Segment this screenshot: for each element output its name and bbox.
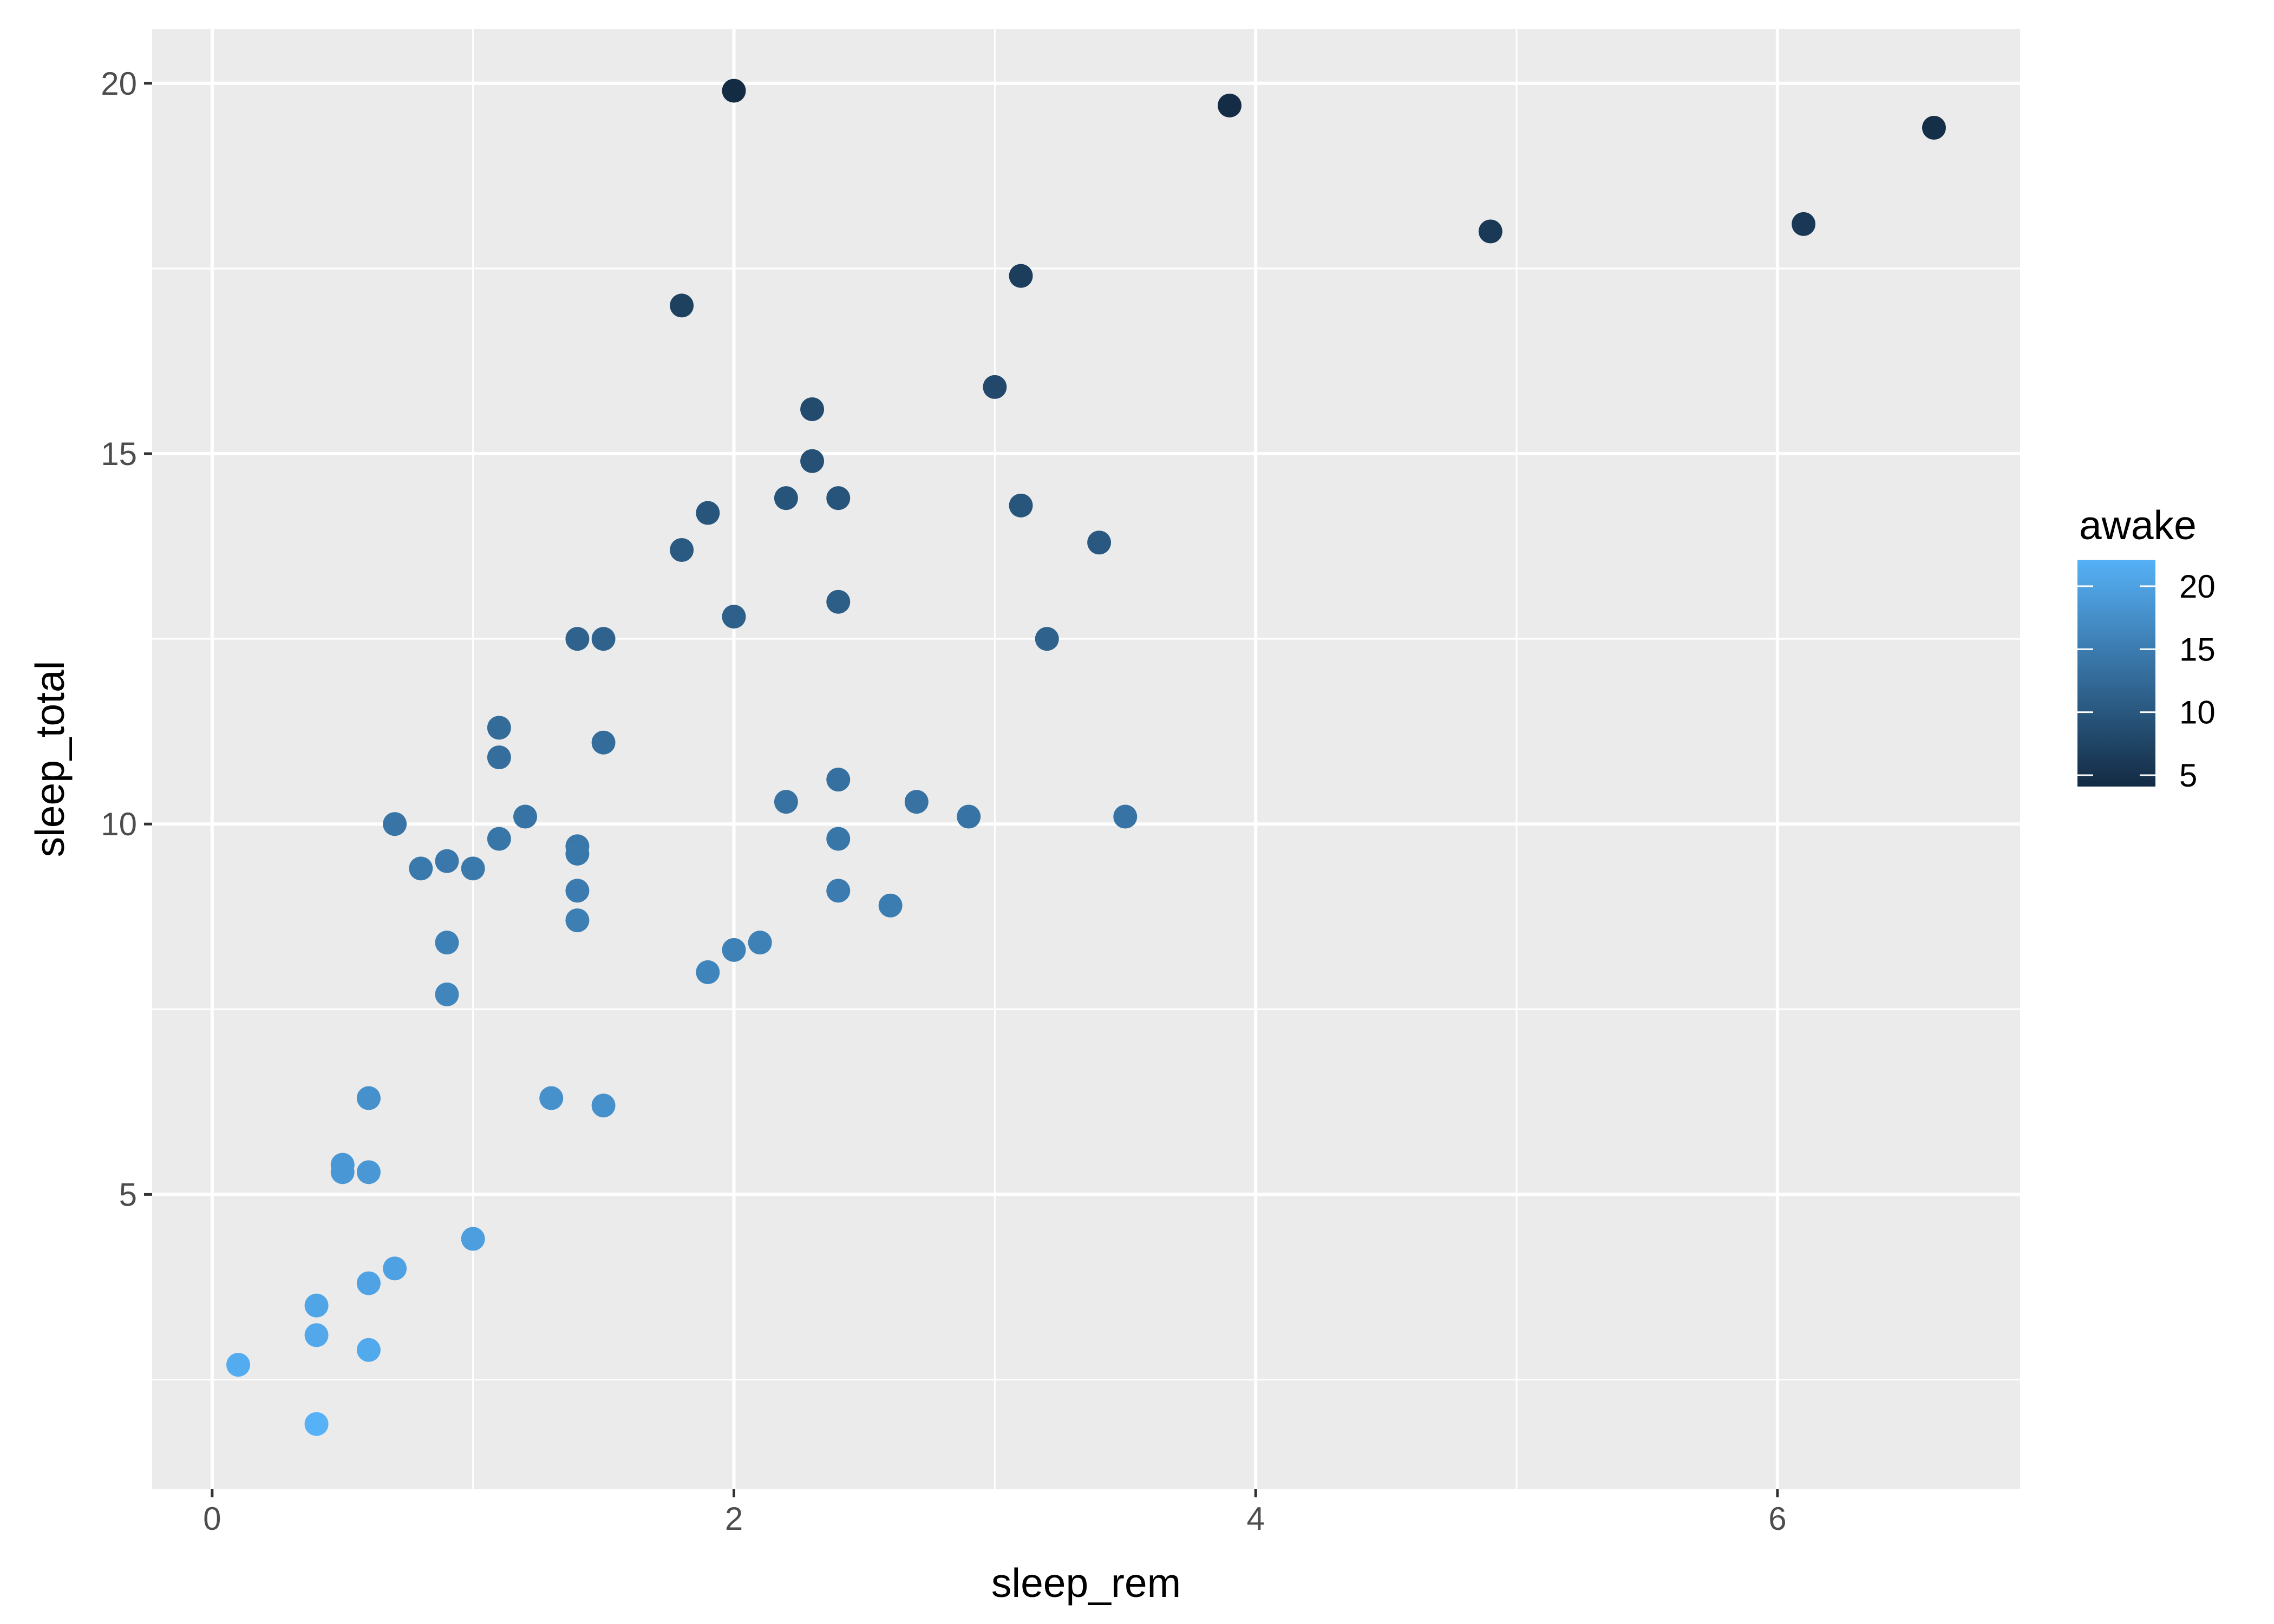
data-point bbox=[356, 1271, 381, 1295]
data-point bbox=[696, 501, 720, 525]
data-point bbox=[513, 804, 538, 829]
data-point bbox=[383, 812, 407, 836]
data-point bbox=[487, 745, 511, 770]
data-point bbox=[670, 293, 694, 318]
data-point bbox=[591, 1093, 616, 1118]
data-point bbox=[1922, 115, 1946, 140]
data-point bbox=[409, 856, 433, 881]
data-point bbox=[487, 716, 511, 740]
data-point bbox=[356, 1160, 381, 1184]
data-point bbox=[1035, 627, 1059, 651]
data-point bbox=[826, 486, 851, 510]
data-point bbox=[304, 1293, 329, 1318]
data-point bbox=[774, 486, 798, 510]
data-point bbox=[957, 804, 981, 829]
grid-lines bbox=[152, 29, 2020, 1489]
data-point bbox=[330, 1160, 355, 1184]
plot-panel bbox=[152, 29, 2020, 1489]
data-point bbox=[591, 627, 616, 651]
data-point bbox=[565, 627, 590, 651]
data-point bbox=[356, 1086, 381, 1110]
data-point bbox=[226, 1353, 251, 1377]
x-tick-label: 6 bbox=[1768, 1501, 1786, 1537]
x-tick-label: 2 bbox=[725, 1501, 743, 1537]
data-point bbox=[904, 790, 929, 814]
data-point bbox=[1009, 264, 1033, 288]
y-axis-title: sleep_total bbox=[27, 661, 73, 857]
x-tick-label: 4 bbox=[1247, 1501, 1265, 1537]
data-point bbox=[878, 893, 903, 918]
x-tick-label: 0 bbox=[203, 1501, 221, 1537]
y-tick-label: 15 bbox=[101, 436, 137, 472]
data-point bbox=[983, 375, 1007, 399]
data-point bbox=[800, 397, 825, 421]
data-point bbox=[565, 841, 590, 866]
data-point bbox=[1478, 219, 1502, 244]
data-point bbox=[826, 879, 851, 903]
data-point bbox=[722, 78, 746, 103]
data-point bbox=[774, 790, 798, 814]
data-point bbox=[435, 849, 459, 873]
legend-title: awake bbox=[2079, 502, 2197, 548]
legend-tick-label: 10 bbox=[2179, 695, 2216, 731]
y-tick-label: 20 bbox=[101, 66, 137, 102]
data-point bbox=[826, 768, 851, 792]
data-point bbox=[565, 879, 590, 903]
data-point bbox=[1792, 212, 1816, 236]
legend-tick-label: 20 bbox=[2179, 568, 2216, 605]
data-point bbox=[304, 1412, 329, 1436]
x-axis-title: sleep_rem bbox=[991, 1560, 1181, 1606]
data-point bbox=[304, 1323, 329, 1347]
data-point bbox=[826, 590, 851, 614]
data-point bbox=[800, 449, 825, 473]
data-point bbox=[748, 931, 772, 955]
data-point bbox=[696, 960, 720, 984]
data-point bbox=[826, 827, 851, 851]
data-point bbox=[435, 931, 459, 955]
data-point bbox=[565, 908, 590, 933]
data-point bbox=[670, 538, 694, 562]
color-legend: awake 5 10 15 20 bbox=[2077, 502, 2216, 794]
data-point bbox=[435, 982, 459, 1006]
colorbar bbox=[2077, 560, 2155, 787]
data-point bbox=[383, 1256, 407, 1281]
data-point bbox=[487, 827, 511, 851]
axes: 0 2 4 6 5 10 15 20 bbox=[101, 66, 1786, 1537]
legend-tick-label: 15 bbox=[2179, 631, 2216, 667]
data-point bbox=[539, 1086, 564, 1110]
data-point bbox=[461, 856, 485, 881]
data-points bbox=[226, 78, 1946, 1436]
y-tick-label: 5 bbox=[119, 1176, 137, 1213]
data-point bbox=[1087, 531, 1112, 555]
data-point bbox=[461, 1227, 485, 1251]
data-point bbox=[1113, 804, 1138, 829]
data-point bbox=[356, 1338, 381, 1362]
data-point bbox=[1009, 493, 1033, 518]
data-point bbox=[1218, 93, 1242, 117]
data-point bbox=[591, 730, 616, 755]
data-point bbox=[722, 605, 746, 629]
y-tick-label: 10 bbox=[101, 806, 137, 842]
legend-tick-label: 5 bbox=[2179, 757, 2197, 794]
data-point bbox=[722, 938, 746, 962]
